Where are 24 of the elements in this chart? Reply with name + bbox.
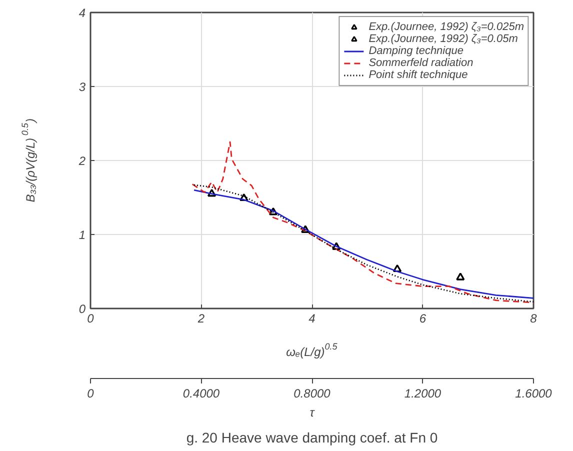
y-tick-label: 1 (78, 228, 86, 242)
x2-tick-label: 0 (87, 386, 94, 400)
x-tick-label: 8 (530, 312, 538, 326)
y-tick-label: 3 (78, 80, 86, 94)
legend-label: Exp.(Journee, 1992) ζ₃=0.05m (368, 33, 518, 45)
legend-label: Damping technique (368, 45, 464, 57)
x2-tick-label: 1.6000 (515, 386, 552, 400)
legend-label: Exp.(Journee, 1992) ζ₃=0.025m (368, 21, 524, 33)
y-tick-label: 4 (78, 6, 86, 20)
x2-tick-label: 0.4000 (182, 386, 220, 400)
y-tick-label: 0 (78, 302, 86, 316)
x-tick-label: 4 (308, 312, 316, 326)
x-tick-label: 2 (196, 312, 205, 326)
legend-label: Point shift technique (368, 69, 468, 81)
x-tick-label: 6 (419, 312, 426, 326)
x2-tick-label: 0.8000 (294, 386, 331, 400)
text: g. 20 Heave wave damping coef. at Fn 0 (186, 430, 438, 446)
legend-label: Sommerfeld radiation (368, 57, 474, 69)
y-tick-label: 2 (78, 154, 86, 168)
x2-axis-title: τ (310, 406, 316, 420)
y-axis-title: B₃₃/(ρV(g/L)0.5) (20, 118, 38, 202)
x2-tick-label: 1.2000 (404, 386, 442, 400)
x-tick-label: 0 (87, 312, 94, 326)
line-series (192, 141, 534, 304)
